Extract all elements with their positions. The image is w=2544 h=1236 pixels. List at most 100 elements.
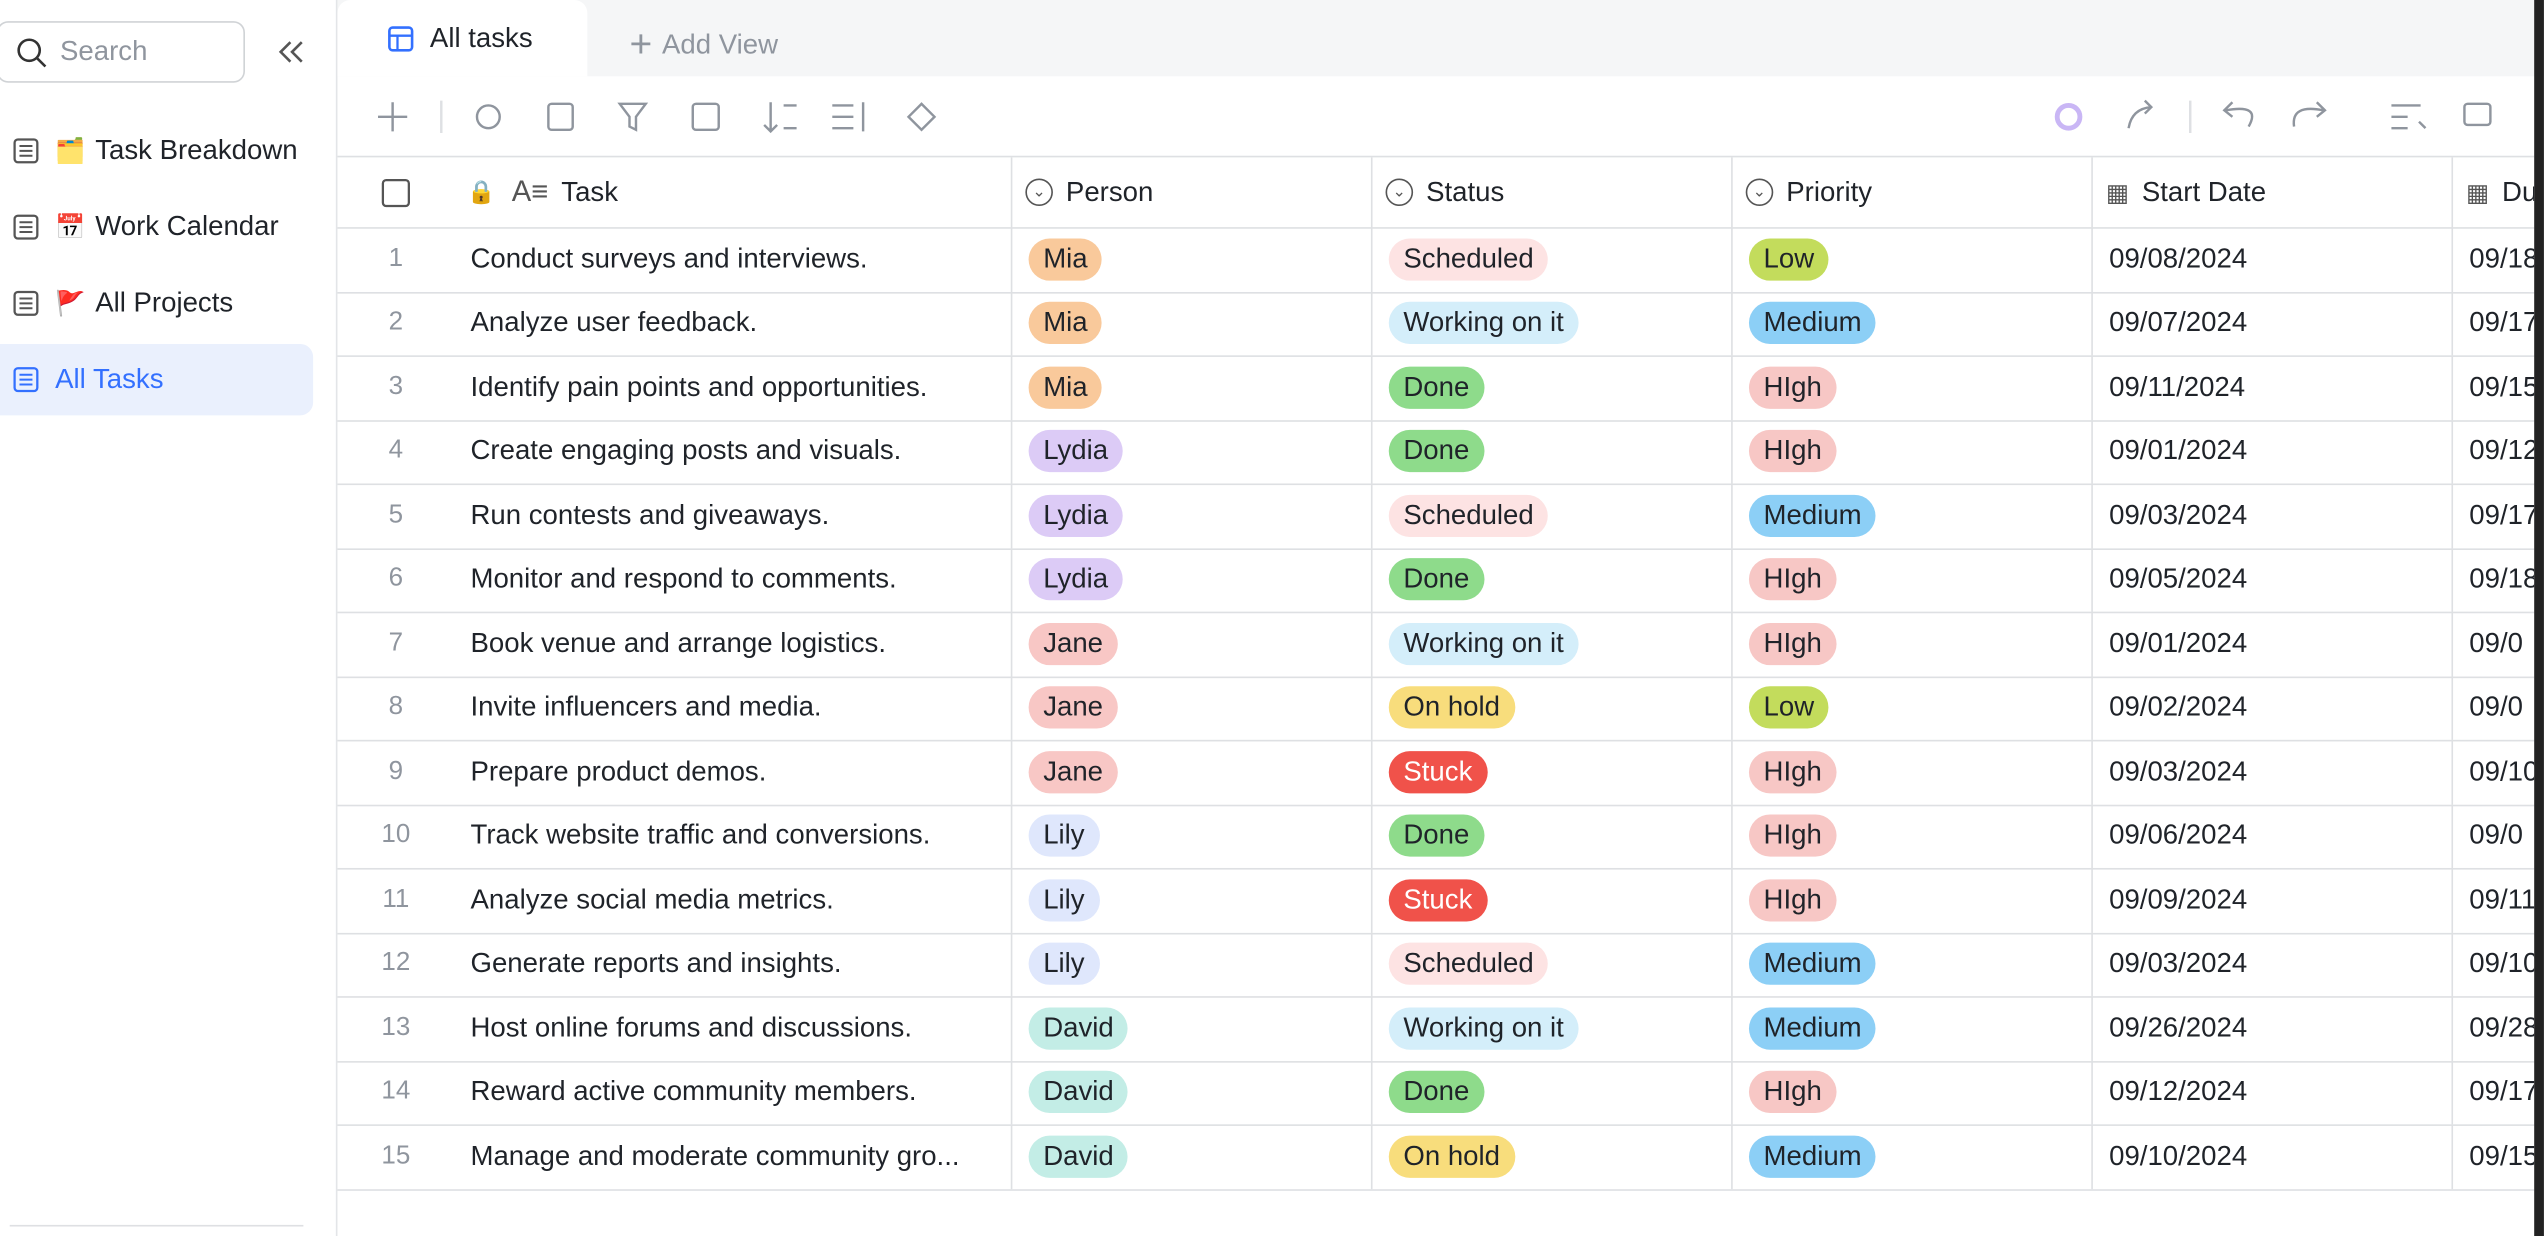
column-header[interactable]: ⌄ Person [1012, 157, 1373, 228]
fill-icon[interactable] [906, 102, 937, 132]
status-cell: Working on it [1373, 996, 1733, 1061]
column-header[interactable]: ⌄ Status [1373, 157, 1733, 228]
form-icon[interactable] [547, 102, 574, 132]
table-row[interactable]: 13 Host online forums and discussions. Dav… [337, 996, 2535, 1062]
row-height-icon[interactable] [832, 102, 865, 132]
tab[interactable]: All tasks [337, 0, 588, 77]
sidebar-item[interactable]: 🗂️ Task Breakdown [0, 115, 313, 186]
task-cell: Invite influencers and media. [454, 675, 1013, 740]
column-header[interactable]: ▦ Start Date [2093, 157, 2454, 228]
task-cell: Track website traffic and conversions. [454, 803, 1013, 868]
undo-icon[interactable] [2222, 101, 2254, 128]
priority-chip: Medium [1748, 1007, 1877, 1050]
table: 🔒 A≡ Task ⌄ Person ⌄ Status ⌄ Priority ▦ Start Dat… [337, 155, 2535, 1196]
person-chip: Jane [1028, 750, 1118, 793]
priority-chip: Medium [1748, 302, 1877, 345]
start-date-cell: 09/01/2024 [2093, 419, 2454, 484]
table-row[interactable]: 14 Reward active community members. David D… [337, 1060, 2535, 1126]
table-row[interactable]: 7 Book venue and arrange logistics. Jane Wo… [337, 611, 2535, 678]
priority-chip: Medium [1748, 1135, 1877, 1178]
task-cell: Run contests and giveaways. [454, 483, 1013, 548]
item-label: All Tasks [55, 363, 164, 395]
table-row[interactable]: 9 Prepare product demos. Jane Stuck HIgh 09/0… [337, 739, 2535, 806]
table-row[interactable]: 15 Manage and moderate community gro... Da… [337, 1124, 2535, 1191]
due-date-cell: 09/0 [2469, 819, 2523, 851]
row-number: 2 [388, 308, 404, 337]
status-chip: Done [1388, 430, 1484, 473]
tab-label: All tasks [429, 21, 533, 53]
priority-chip: HIgh [1748, 622, 1837, 665]
add-view[interactable]: + Add View [629, 0, 778, 89]
filter-icon[interactable] [617, 102, 649, 132]
table-row[interactable]: 8 Invite influencers and media. Jane On hol… [337, 675, 2535, 742]
field-icon: ⌄ [1385, 178, 1414, 207]
person-cell: Lily [1012, 932, 1373, 997]
priority-cell: HIgh [1733, 611, 2093, 676]
search-records-icon[interactable] [2391, 104, 2427, 130]
collapse-icon[interactable] [277, 37, 306, 66]
sidebar-item[interactable]: 📅 Work Calendar [0, 191, 313, 262]
start-date-cell: 09/02/2024 [2093, 675, 2454, 740]
column-header[interactable]: 🔒 A≡ Task [454, 157, 1013, 228]
share-icon[interactable] [2127, 99, 2154, 129]
comment-icon[interactable] [2463, 102, 2492, 127]
table-row[interactable]: 12 Generate reports and insights. Lily Sche… [337, 932, 2535, 998]
row-number: 8 [388, 693, 404, 721]
table-row[interactable]: 3 Identify pain points and opportunities.… [337, 355, 2535, 422]
person-chip: Lily [1028, 943, 1100, 986]
priority-cell: Medium [1733, 996, 2093, 1061]
task-cell: Monitor and respond to comments. [454, 547, 1013, 612]
scrollbar [2534, 0, 2544, 1236]
table-row[interactable]: 10 Track website traffic and conversions.… [337, 803, 2535, 870]
redo-icon[interactable] [2292, 101, 2327, 127]
priority-cell: HIgh [1733, 419, 2093, 484]
settings-icon[interactable] [475, 104, 501, 130]
column-header[interactable]: ▦ Du [2453, 157, 2534, 227]
status-chip: On hold [1388, 1135, 1515, 1178]
start-date-cell: 09/03/2024 [2093, 483, 2454, 548]
table-row[interactable]: 11 Analyze social media metrics. Lily Stuck… [337, 867, 2535, 934]
person-cell: Lydia [1012, 419, 1373, 484]
checkbox[interactable] [381, 178, 410, 207]
status-cell: Scheduled [1373, 483, 1733, 548]
person-cell: David [1012, 1124, 1373, 1189]
person-cell: Jane [1012, 739, 1373, 804]
task-cell: Analyze user feedback. [454, 291, 1013, 356]
table-row[interactable]: 4 Create engaging posts and visuals. Lydia… [337, 419, 2535, 486]
table-row[interactable]: 5 Run contests and giveaways. Lydia Schedul… [337, 483, 2535, 550]
table-row[interactable]: 6 Monitor and respond to comments. Lydia Do… [337, 547, 2535, 614]
status-cell: Done [1373, 803, 1733, 868]
tab-bar: All tasks + Add View [337, 0, 2544, 77]
task-cell: Generate reports and insights. [454, 932, 1013, 997]
search-icon [17, 38, 47, 68]
due-date-cell: 09/18 [2469, 563, 2535, 595]
list-icon [13, 138, 39, 164]
add-icon[interactable] [378, 102, 408, 132]
start-date-cell: 09/05/2024 [2093, 547, 2454, 612]
person-chip: Lydia [1028, 558, 1123, 601]
header-row: 🔒 A≡ Task ⌄ Person ⌄ Status ⌄ Priority ▦ Start Dat… [337, 157, 2535, 229]
sidebar-item[interactable]: 🚩 All Projects [0, 268, 313, 339]
person-chip: David [1028, 1071, 1129, 1114]
header-checkbox[interactable] [337, 157, 454, 227]
group-icon[interactable] [691, 102, 720, 132]
start-date-cell: 09/12/2024 [2093, 1060, 2454, 1125]
person-chip: Lydia [1028, 494, 1123, 537]
priority-chip: HIgh [1748, 750, 1837, 793]
priority-chip: Medium [1748, 494, 1877, 537]
person-chip: David [1028, 1135, 1129, 1178]
column-header[interactable]: ⌄ Priority [1733, 157, 2093, 228]
priority-cell: Medium [1733, 483, 2093, 548]
table-row[interactable]: 2 Analyze user feedback. Mia Working on it M… [337, 291, 2535, 357]
start-date-cell: 09/03/2024 [2093, 932, 2454, 997]
row-number: 6 [388, 565, 404, 593]
table-row[interactable]: 1 Conduct surveys and interviews. Mia Sched… [337, 227, 2535, 293]
sidebar-item[interactable]: All Tasks [0, 343, 314, 416]
ai-icon[interactable] [2054, 103, 2083, 131]
priority-chip: HIgh [1748, 1071, 1837, 1114]
list-icon [13, 367, 39, 393]
due-date-cell: 09/17 [2469, 1076, 2535, 1107]
search-box[interactable]: Search [0, 21, 245, 83]
sort-icon[interactable] [763, 102, 797, 134]
